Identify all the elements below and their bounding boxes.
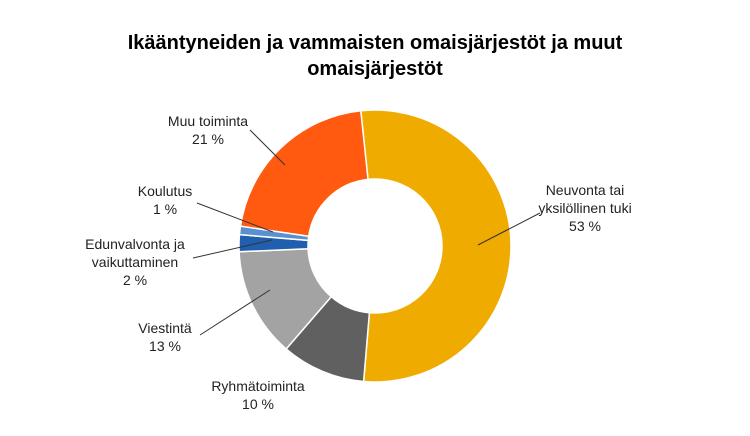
slice-label: Muu toiminta 21 % xyxy=(148,112,268,148)
leader-line xyxy=(196,202,274,233)
leader-line xyxy=(249,129,286,166)
leader-line xyxy=(477,212,541,246)
category-label: Edunvalvonta ja vaikuttaminen xyxy=(85,236,185,270)
slice-label: Viestintä 13 % xyxy=(105,319,225,355)
slice-label: Koulutus 1 % xyxy=(105,182,225,218)
category-label: Viestintä xyxy=(138,320,192,336)
slice-label: Ryhmätoiminta 10 % xyxy=(188,377,328,413)
slice-label: Neuvonta tai yksilöllinen tuki 53 % xyxy=(520,181,650,235)
category-label: Neuvonta tai yksilöllinen tuki xyxy=(538,182,632,216)
category-label: Koulutus xyxy=(137,183,193,199)
value-label: 2 % xyxy=(122,272,148,288)
chart-title: Ikääntyneiden ja vammaisten omaisjärjest… xyxy=(127,32,623,80)
category-label: Muu toiminta xyxy=(167,113,249,129)
value-label: 10 % xyxy=(242,396,274,412)
donut-slice xyxy=(359,109,512,383)
category-label: Ryhmätoiminta xyxy=(211,378,305,394)
value-label: 13 % xyxy=(149,338,181,354)
leader-line xyxy=(192,239,273,259)
donut-slice xyxy=(239,109,369,238)
leader-line xyxy=(199,289,271,336)
value-label: 1 % xyxy=(152,201,178,217)
slice-label: Edunvalvonta ja vaikuttaminen 2 % xyxy=(70,235,200,289)
value-label: 53 % xyxy=(569,218,601,234)
value-label: 21 % xyxy=(192,131,224,147)
